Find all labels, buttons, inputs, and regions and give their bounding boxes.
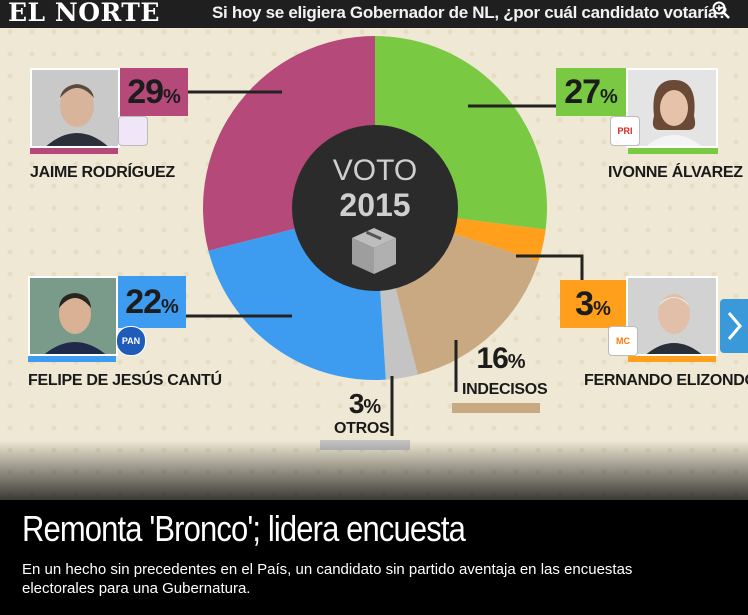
pie-center bbox=[292, 125, 458, 291]
jaime-percent: 29 bbox=[127, 73, 164, 111]
jaime-photo bbox=[30, 68, 120, 148]
fernando-photo bbox=[626, 276, 718, 356]
pri-logo-icon: PRI bbox=[610, 116, 640, 146]
zoom-icon[interactable] bbox=[711, 0, 731, 20]
felipe-photo bbox=[28, 276, 118, 356]
independiente-logo-icon bbox=[118, 116, 148, 146]
center-line2: 2015 bbox=[339, 187, 410, 223]
otros-percent-sign: % bbox=[363, 396, 382, 418]
indecisos-percent-label: 16% bbox=[466, 340, 536, 378]
otros-percent: 3 bbox=[348, 388, 365, 419]
headline: Remonta 'Bronco'; lidera encuesta bbox=[22, 508, 466, 549]
felipe-percent-sign: % bbox=[161, 296, 179, 318]
pie-chart: VOTO 2015 bbox=[28, 36, 718, 450]
otros-percent-label: 3% bbox=[340, 386, 390, 422]
summary: En un hecho sin precedentes en el País, … bbox=[22, 561, 633, 597]
felipe-underline bbox=[28, 356, 116, 362]
poll-question: Si hoy se eligiera Gobernador de NL, ¿po… bbox=[212, 3, 728, 22]
ivonne-percent-sign: % bbox=[600, 86, 618, 108]
felipe-name: FELIPE DE JESÚS CANTÚ bbox=[28, 372, 222, 389]
fernando-name: FERNANDO ELIZONDO bbox=[584, 372, 748, 389]
jaime-underline bbox=[30, 148, 118, 154]
indecisos-label: INDECISOS bbox=[462, 381, 548, 398]
felipe-percent-box: 22% bbox=[118, 276, 186, 328]
image-bottom-shade bbox=[0, 440, 748, 500]
caption-panel bbox=[0, 500, 748, 615]
mc-logo-icon: MC bbox=[608, 326, 638, 356]
ivonne-photo bbox=[626, 68, 718, 148]
ivonne-percent-box: 27% bbox=[556, 68, 626, 116]
infographic: VOTO 2015 EL NORTE Si hoy se eligiera Go… bbox=[0, 0, 748, 500]
otros-label: OTROS bbox=[334, 420, 390, 437]
center-line1: VOTO bbox=[333, 154, 417, 187]
indecisos-bar bbox=[452, 403, 540, 413]
next-slide-button[interactable] bbox=[720, 299, 748, 353]
ballot-box-icon bbox=[352, 228, 396, 274]
indecisos-percent: 16 bbox=[476, 342, 508, 375]
fernando-percent-box: 3% bbox=[560, 280, 626, 328]
felipe-percent: 22 bbox=[125, 283, 162, 321]
ivonne-underline bbox=[628, 148, 718, 154]
ivonne-name: IVONNE ÁLVAREZ bbox=[608, 164, 743, 181]
ivonne-percent: 27 bbox=[564, 73, 601, 111]
indecisos-percent-sign: % bbox=[507, 351, 526, 373]
chevron-right-icon bbox=[727, 312, 742, 340]
leader-lines bbox=[180, 90, 584, 436]
top-bar: EL NORTE Si hoy se eligiera Gobernador d… bbox=[0, 0, 748, 28]
jaime-percent-sign: % bbox=[163, 86, 181, 108]
pan-logo-icon: PAN bbox=[116, 326, 146, 356]
fernando-percent-sign: % bbox=[593, 298, 611, 320]
el-norte-logo: EL NORTE bbox=[8, 0, 160, 27]
jaime-name: JAIME RODRÍGUEZ bbox=[30, 164, 175, 181]
fernando-percent: 3 bbox=[575, 285, 594, 323]
fernando-underline bbox=[628, 356, 716, 362]
jaime-percent-box: 29% bbox=[120, 68, 188, 116]
